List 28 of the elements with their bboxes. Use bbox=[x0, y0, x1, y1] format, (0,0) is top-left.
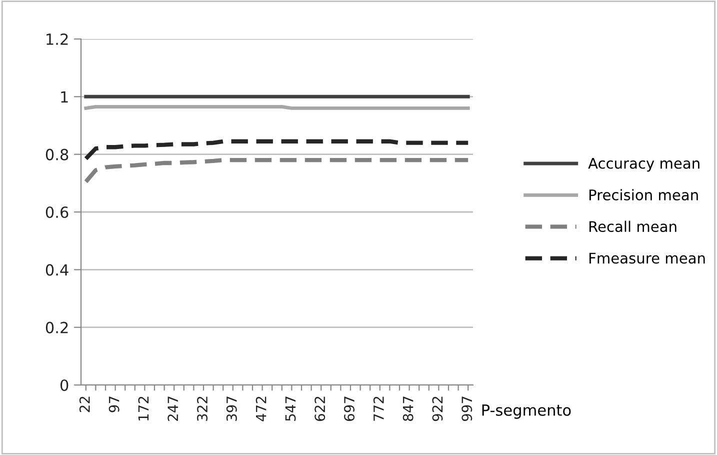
y-tick-label: 1.2 bbox=[46, 33, 68, 45]
x-tick-label: 172 bbox=[138, 396, 149, 420]
x-tick-label: 772 bbox=[373, 396, 384, 421]
x-tick-label: 322 bbox=[197, 396, 208, 421]
x-tick-label: 997 bbox=[462, 396, 472, 422]
x-tick-label: 847 bbox=[402, 396, 414, 421]
legend-label: Fmeasure mean bbox=[589, 252, 705, 264]
y-tick-label: 0.6 bbox=[46, 206, 68, 218]
line-series bbox=[84, 158, 470, 184]
x-tick-label: 247 bbox=[168, 396, 178, 421]
legend-label: Precision mean bbox=[589, 189, 698, 200]
x-tick-label: 622 bbox=[314, 396, 326, 421]
y-tick-label: 1 bbox=[61, 91, 68, 102]
x-tick-label: 97 bbox=[108, 396, 120, 412]
x-tick-label: 922 bbox=[432, 396, 443, 422]
x-tick-label: 697 bbox=[344, 396, 355, 421]
y-tick-label: 0.2 bbox=[46, 322, 68, 334]
y-tick-label: 0 bbox=[60, 379, 68, 392]
line-series bbox=[84, 139, 470, 161]
x-axis-title: P-segmento bbox=[482, 404, 571, 419]
y-tick-label: 0.8 bbox=[46, 148, 68, 160]
x-tick-label: 22 bbox=[79, 396, 90, 412]
x-tick-label: 397 bbox=[226, 396, 237, 421]
legend-label: Accuracy mean bbox=[588, 158, 700, 172]
x-tick-label: 547 bbox=[285, 396, 296, 421]
legend-label: Recall mean bbox=[589, 220, 676, 232]
y-tick-label: 0.4 bbox=[46, 264, 68, 276]
x-tick-label: 472 bbox=[256, 396, 266, 422]
